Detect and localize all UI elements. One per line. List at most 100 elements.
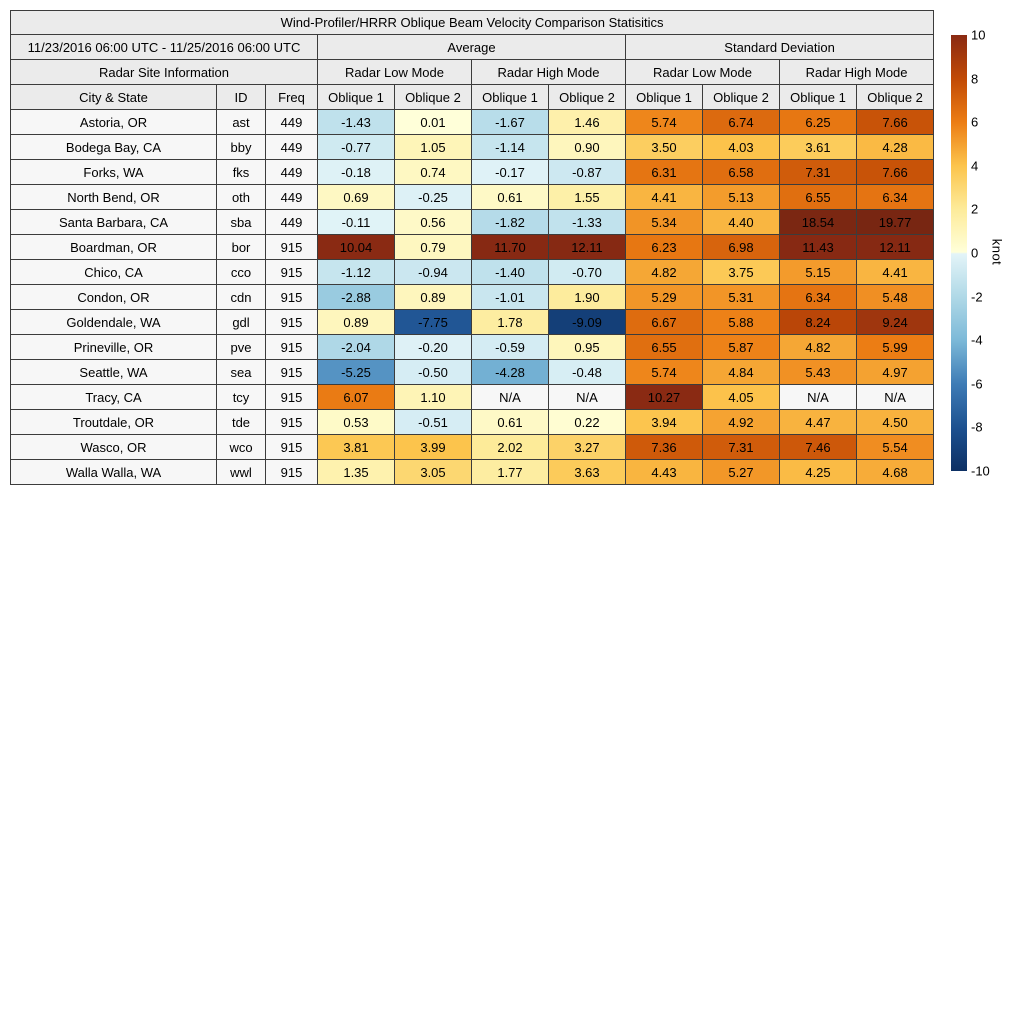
table-row: Tracy, CA tcy 915 6.07 1.10 N/A N/A 10.27 4.05 N/…: [10, 384, 935, 410]
value-cell: -0.51: [394, 409, 472, 435]
value-cell: -9.09: [548, 309, 626, 335]
value-cell: 6.58: [702, 159, 780, 185]
id-cell: bor: [216, 234, 266, 260]
id-cell: cco: [216, 259, 266, 285]
group-radar-site-information: Radar Site Information: [10, 59, 318, 85]
table-row: Santa Barbara, CA sba 449 -0.11 0.56 -1.82 -1.…: [10, 209, 935, 235]
group-std-radar-high-mode: Radar High Mode: [778, 59, 935, 85]
table-row: Bodega Bay, CA bby 449 -0.77 1.05 -1.14 0.90 3.…: [10, 134, 935, 160]
value-cell: -0.17: [471, 159, 549, 185]
table-row: Walla Walla, WA wwl 915 1.35 3.05 1.77 3.63 4.4…: [10, 459, 935, 485]
value-cell: 5.43: [779, 359, 857, 385]
id-cell: wwl: [216, 459, 266, 485]
id-cell: cdn: [216, 284, 266, 310]
value-cell: 1.55: [548, 184, 626, 210]
value-cell: 3.75: [702, 259, 780, 285]
city-cell: Prineville, OR: [10, 334, 217, 360]
freq-cell: 915: [265, 234, 318, 260]
value-cell: 0.74: [394, 159, 472, 185]
value-cell: 6.74: [702, 109, 780, 135]
city-cell: Wasco, OR: [10, 434, 217, 460]
city-cell: Forks, WA: [10, 159, 217, 185]
value-cell: 0.90: [548, 134, 626, 160]
value-cell: 0.95: [548, 334, 626, 360]
value-cell: 6.23: [625, 234, 703, 260]
table-title: Wind-Profiler/HRRR Oblique Beam Velocity…: [9, 10, 935, 35]
value-cell: 5.74: [625, 359, 703, 385]
col-header-avg-low-oblique1: Oblique 1: [317, 84, 395, 110]
colorbar: [951, 35, 967, 471]
city-cell: Tracy, CA: [10, 384, 217, 410]
value-cell: -2.04: [317, 334, 395, 360]
value-cell: 4.68: [855, 459, 935, 485]
value-cell: -1.14: [471, 134, 549, 160]
value-cell: 5.87: [702, 334, 780, 360]
col-header-city-state: City & State: [10, 84, 217, 110]
col-header-std-low-oblique2: Oblique 2: [702, 84, 780, 110]
value-cell: 1.46: [548, 109, 626, 135]
freq-cell: 449: [265, 159, 318, 185]
colorbar-tick: 10: [971, 27, 986, 43]
value-cell: -1.01: [471, 284, 549, 310]
value-cell: 3.05: [394, 459, 472, 485]
value-cell: -0.70: [548, 259, 626, 285]
value-cell: N/A: [471, 384, 549, 410]
table-row: Astoria, OR ast 449 -1.43 0.01 -1.67 1.46 5.74 6…: [10, 109, 935, 135]
value-cell: 5.15: [779, 259, 857, 285]
value-cell: 19.77: [855, 209, 935, 235]
id-cell: sba: [216, 209, 266, 235]
city-cell: Troutdale, OR: [10, 409, 217, 435]
id-cell: wco: [216, 434, 266, 460]
value-cell: 4.40: [702, 209, 780, 235]
value-cell: 4.82: [779, 334, 857, 360]
value-cell: -1.82: [471, 209, 549, 235]
date-range: 11/23/2016 06:00 UTC - 11/25/2016 06:00 …: [10, 34, 318, 60]
col-header-avg-high-oblique2: Oblique 2: [548, 84, 626, 110]
value-cell: 9.24: [855, 309, 935, 335]
city-cell: Boardman, OR: [10, 234, 217, 260]
value-cell: 5.27: [702, 459, 780, 485]
id-cell: fks: [216, 159, 266, 185]
id-cell: pve: [216, 334, 266, 360]
value-cell: 4.84: [702, 359, 780, 385]
value-cell: 4.43: [625, 459, 703, 485]
value-cell: 4.25: [779, 459, 857, 485]
id-cell: ast: [216, 109, 266, 135]
value-cell: 3.27: [548, 434, 626, 460]
value-cell: -0.94: [394, 259, 472, 285]
city-cell: Condon, OR: [10, 284, 217, 310]
freq-cell: 915: [265, 409, 318, 435]
value-cell: 0.61: [471, 409, 549, 435]
value-cell: -0.25: [394, 184, 472, 210]
freq-cell: 915: [265, 434, 318, 460]
value-cell: 3.99: [394, 434, 472, 460]
freq-cell: 449: [265, 184, 318, 210]
value-cell: -0.48: [548, 359, 626, 385]
value-cell: 6.34: [855, 184, 935, 210]
value-cell: 3.63: [548, 459, 626, 485]
value-cell: 7.31: [702, 434, 780, 460]
table-row: Troutdale, OR tde 915 0.53 -0.51 0.61 0.22 3.94…: [10, 409, 935, 435]
city-cell: Astoria, OR: [10, 109, 217, 135]
colorbar-tick: 8: [971, 71, 979, 87]
value-cell: 3.81: [317, 434, 395, 460]
value-cell: 3.94: [625, 409, 703, 435]
city-cell: Walla Walla, WA: [10, 459, 217, 485]
value-cell: 7.66: [855, 109, 935, 135]
freq-cell: 449: [265, 134, 318, 160]
colorbar-tick: -2: [971, 289, 983, 305]
value-cell: 0.89: [317, 309, 395, 335]
value-cell: 6.55: [625, 334, 703, 360]
id-cell: gdl: [216, 309, 266, 335]
value-cell: -0.50: [394, 359, 472, 385]
id-cell: tcy: [216, 384, 266, 410]
value-cell: -7.75: [394, 309, 472, 335]
value-cell: 5.88: [702, 309, 780, 335]
id-cell: tde: [216, 409, 266, 435]
group-average: Average: [317, 34, 626, 60]
value-cell: N/A: [779, 384, 857, 410]
colorbar-tick: 4: [971, 158, 979, 174]
value-cell: 0.22: [548, 409, 626, 435]
value-cell: 0.01: [394, 109, 472, 135]
